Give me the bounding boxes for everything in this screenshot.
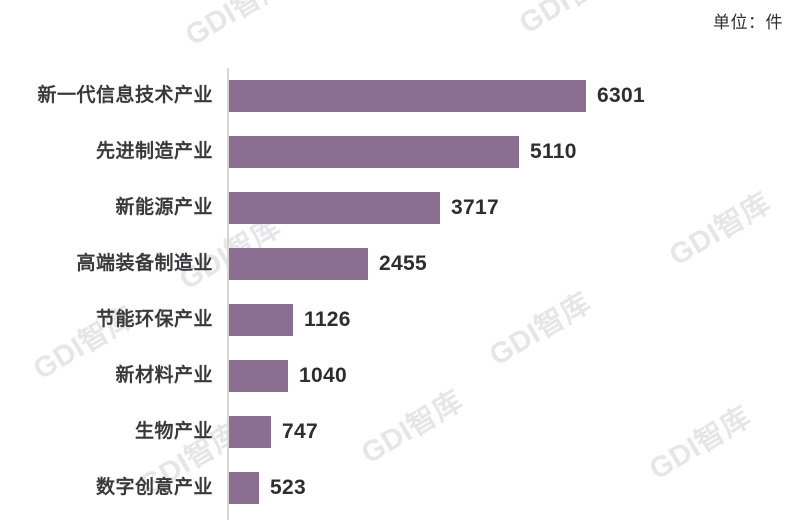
bar-category-label: 新能源产业 <box>115 197 213 218</box>
bar-category-label: 数字创意产业 <box>95 477 213 498</box>
bar-rect <box>229 304 293 336</box>
bar-row: 新能源产业 3717 <box>0 186 801 230</box>
bar-value-label: 5110 <box>530 140 577 163</box>
bar-rect <box>229 360 288 392</box>
bar-value-label: 6301 <box>597 84 645 107</box>
bar-rect <box>229 248 368 280</box>
bar-row: 节能环保产业 1126 <box>0 298 801 342</box>
bar-row: 数字创意产业 523 <box>0 466 801 510</box>
bar-row: 高端装备制造业 2455 <box>0 242 801 286</box>
bar-value-label: 1040 <box>299 364 347 387</box>
bar-value-label: 2455 <box>379 252 427 275</box>
bar-category-label: 高端装备制造业 <box>76 253 213 274</box>
bar-rect <box>229 136 519 168</box>
bar-row: 新材料产业 1040 <box>0 354 801 398</box>
bar-rect <box>229 416 271 448</box>
unit-caption: 单位：件 <box>713 13 783 32</box>
category-axis-line <box>227 68 229 520</box>
bar-rect <box>229 80 586 112</box>
bar-row: 生物产业 747 <box>0 410 801 454</box>
bar-rect <box>229 192 440 224</box>
bar-row: 新一代信息技术产业 6301 <box>0 74 801 118</box>
bar-category-label: 生物产业 <box>134 421 213 442</box>
bar-value-label: 747 <box>282 420 318 443</box>
bar-category-label: 节能环保产业 <box>95 309 213 330</box>
bar-category-label: 先进制造产业 <box>95 141 213 162</box>
bar-row: 先进制造产业 5110 <box>0 130 801 174</box>
bar-category-label: 新材料产业 <box>115 365 213 386</box>
bar-value-label: 1126 <box>304 308 351 331</box>
bar-value-label: 523 <box>270 476 306 499</box>
bar-value-label: 3717 <box>451 196 499 219</box>
bar-rect <box>229 472 259 504</box>
bar-category-label: 新一代信息技术产业 <box>37 85 213 106</box>
